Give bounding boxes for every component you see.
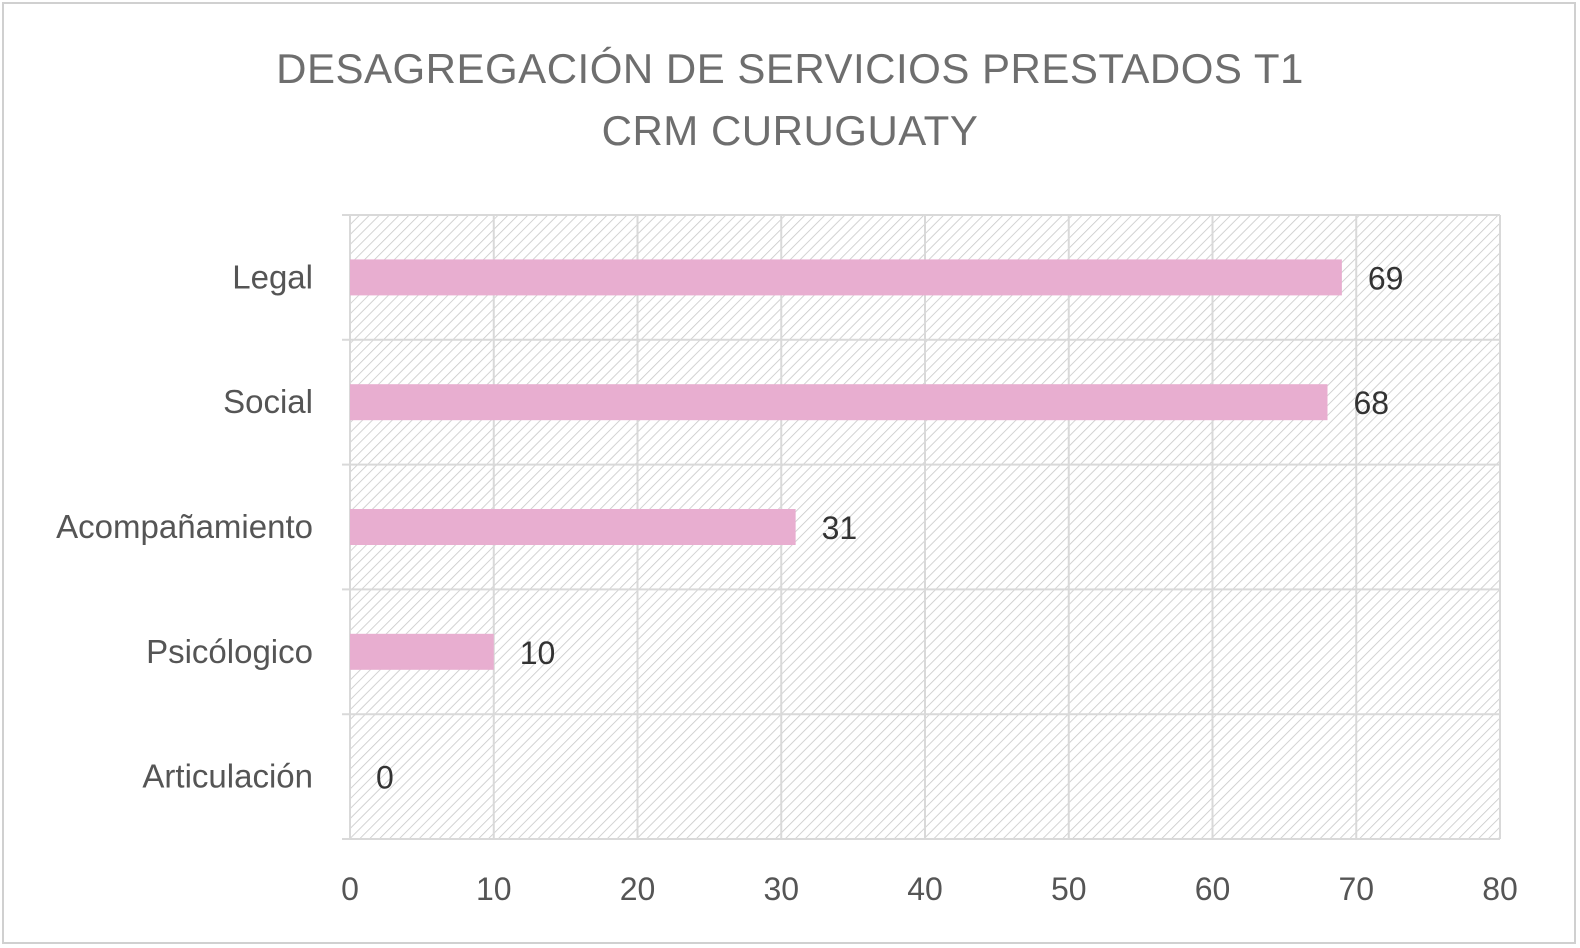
data-label: 31 [822, 510, 858, 546]
category-label: Psicólogico [146, 633, 313, 670]
bar [350, 633, 494, 670]
x-tick-label: 50 [1051, 871, 1087, 907]
x-tick-label: 40 [907, 871, 943, 907]
x-tick-label: 20 [620, 871, 656, 907]
category-label: Acompañamiento [56, 508, 313, 545]
data-label: 10 [520, 635, 556, 671]
x-tick-label: 10 [476, 871, 512, 907]
bar [350, 384, 1328, 421]
x-tick-label: 80 [1482, 871, 1518, 907]
chart-title-line-1: DESAGREGACIÓN DE SERVICIOS PRESTADOS T1 [276, 45, 1304, 92]
category-label: Articulación [142, 758, 313, 795]
category-label: Social [223, 383, 313, 420]
chart-title: DESAGREGACIÓN DE SERVICIOS PRESTADOS T1 … [0, 38, 1580, 162]
data-label: 69 [1368, 260, 1404, 296]
chart-title-line-2: CRM CURUGUATY [601, 107, 979, 154]
data-label: 68 [1354, 385, 1390, 421]
data-label: 0 [376, 760, 394, 796]
x-tick-label: 70 [1338, 871, 1374, 907]
bar [350, 259, 1342, 296]
category-label: Legal [232, 258, 313, 295]
x-tick-label: 0 [341, 871, 359, 907]
x-tick-label: 30 [763, 871, 799, 907]
bar [350, 509, 796, 545]
x-tick-label: 60 [1195, 871, 1231, 907]
